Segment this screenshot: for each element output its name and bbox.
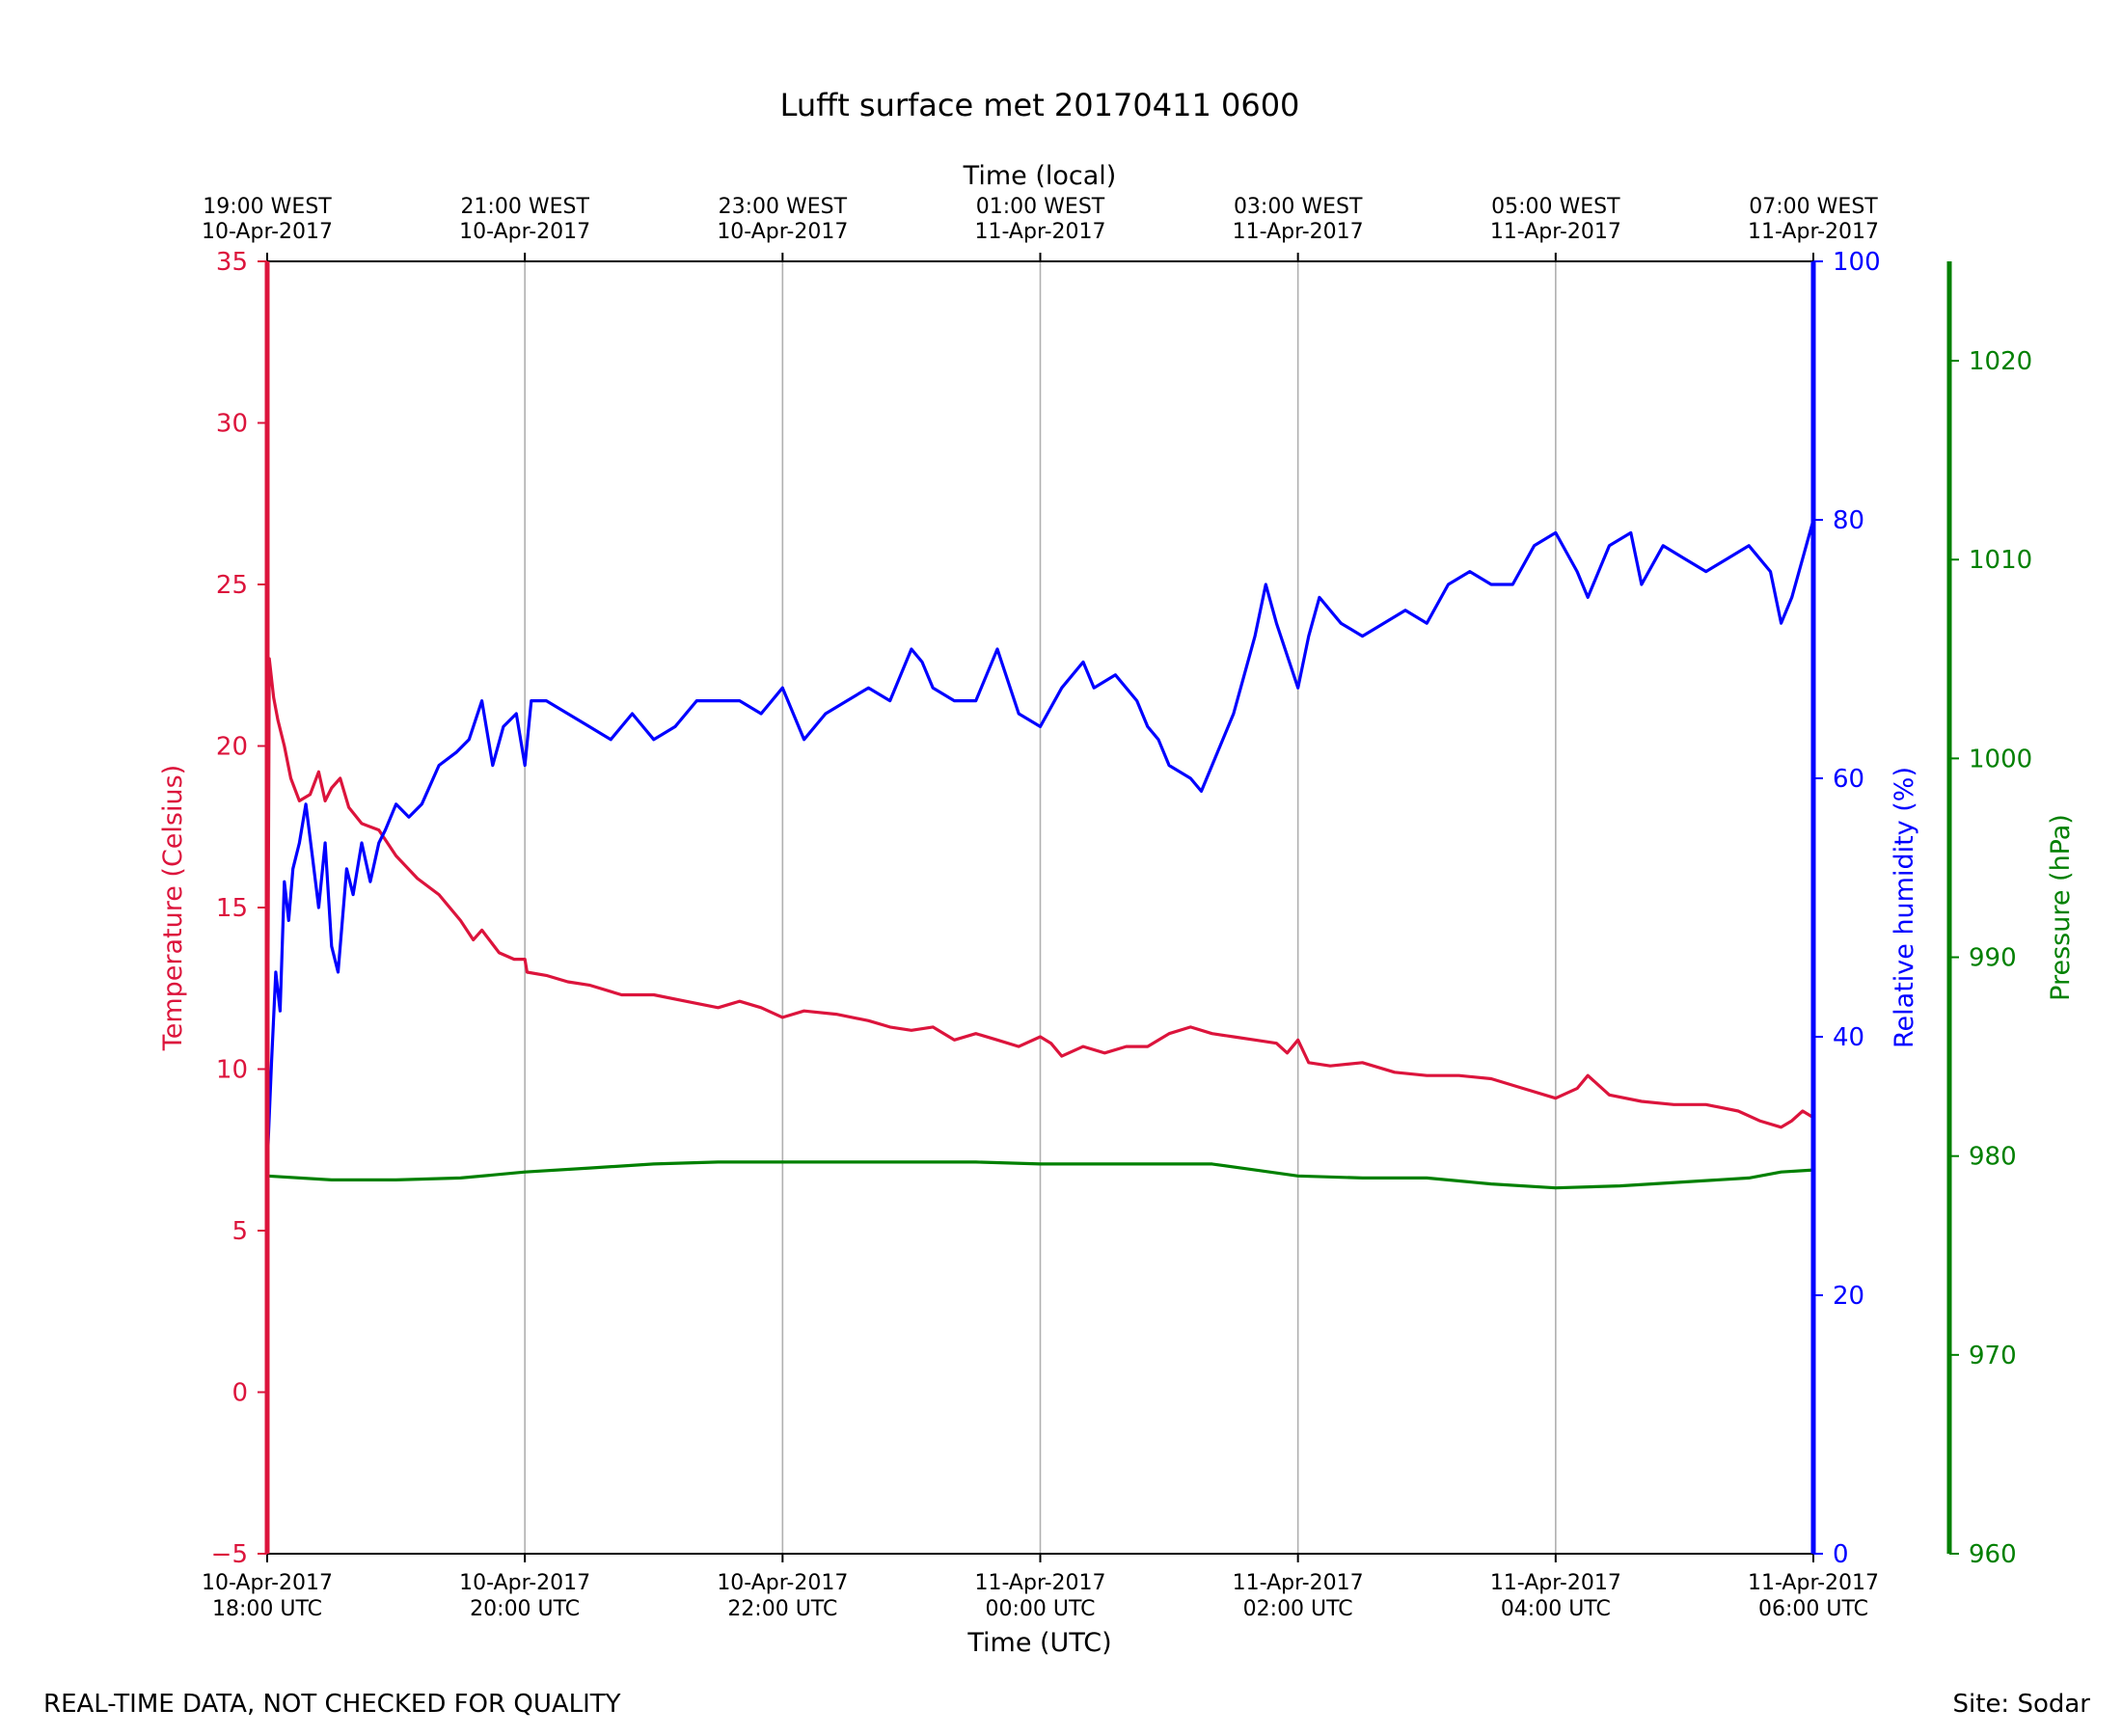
chart-title: Lufft surface met 20170411 0600 [780,87,1300,123]
y-tick-label-rh: 20 [1833,1282,1864,1311]
x-tick-label-bottom: 06:00 UTC [1758,1597,1868,1621]
quality-disclaimer: REAL-TIME DATA, NOT CHECKED FOR QUALITY [43,1690,621,1719]
x-tick-label-top: 01:00 WEST [976,195,1105,219]
x-tick-label-top: 07:00 WEST [1749,195,1878,219]
y-tick-label-rh: 40 [1833,1023,1864,1052]
y-tick-label-rh: 0 [1833,1540,1849,1569]
y-tick-label-pres: 1020 [1969,347,2032,376]
y-tick-label-pres: 1010 [1969,546,2032,575]
y-tick-label-temp: 10 [216,1056,248,1085]
y-tick-label-pres: 1000 [1969,745,2032,773]
series-lines [265,519,1815,1190]
x-axis-label-top: Time (local) [963,161,1117,191]
x-tick-label-top: 05:00 WEST [1491,195,1620,219]
x-tick-label-top: 11-Apr-2017 [1233,220,1364,244]
x-tick-label-bottom: 10-Apr-2017 [202,1571,333,1595]
grid-lines [524,261,1557,1554]
y-axis-label-pres: Pressure (hPa) [2046,814,2076,1001]
x-tick-label-top: 11-Apr-2017 [1748,220,1879,244]
x-tick-label-bottom: 10-Apr-2017 [717,1571,848,1595]
x-tick-label-top: 10-Apr-2017 [202,220,333,244]
x-tick-label-bottom: 00:00 UTC [985,1597,1095,1621]
y-tick-label-temp: 35 [216,248,248,277]
x-tick-label-bottom: 04:00 UTC [1501,1597,1611,1621]
x-tick-label-bottom: 18:00 UTC [212,1597,322,1621]
y-tick-label-rh: 80 [1833,506,1864,535]
y-tick-label-temp: 20 [216,733,248,762]
y-tick-label-rh: 60 [1833,765,1864,794]
y-tick-label-temp: −5 [211,1540,248,1569]
y-tick-label-temp: 25 [216,571,248,600]
x-tick-label-top: 19:00 WEST [203,195,332,219]
x-tick-label-top: 21:00 WEST [460,195,589,219]
y-tick-label-temp: 30 [216,410,248,439]
x-tick-label-top: 11-Apr-2017 [1490,220,1621,244]
y-tick-label-temp: 15 [216,894,248,923]
y-tick-label-temp: 0 [231,1379,248,1408]
x-tick-label-top: 23:00 WEST [719,195,848,219]
x-tick-label-bottom: 11-Apr-2017 [1490,1571,1621,1595]
site-label: Site: Sodar [1953,1690,2091,1719]
x-axis-label-bottom: Time (UTC) [966,1628,1111,1658]
y-tick-label-pres: 990 [1969,944,2017,973]
series-line-rh [265,519,1815,1167]
y-tick-label-pres: 960 [1969,1540,2017,1569]
series-line-temp [265,657,1814,1167]
x-tick-label-top: 10-Apr-2017 [459,220,590,244]
x-tick-label-bottom: 20:00 UTC [470,1597,580,1621]
x-tick-label-top: 10-Apr-2017 [717,220,848,244]
x-tick-label-top: 11-Apr-2017 [974,220,1105,244]
y-axis-label-temp: Temperature (Celsius) [158,765,188,1051]
x-tick-label-top: 03:00 WEST [1234,195,1363,219]
x-tick-label-bottom: 02:00 UTC [1243,1597,1353,1621]
y-tick-label-temp: 5 [231,1217,248,1246]
series-line-pres [266,1160,1814,1190]
y-tick-label-pres: 980 [1969,1143,2017,1172]
x-tick-label-bottom: 11-Apr-2017 [974,1571,1105,1595]
x-tick-label-bottom: 10-Apr-2017 [459,1571,590,1595]
y-tick-label-rh: 100 [1833,248,1881,277]
x-tick-label-bottom: 11-Apr-2017 [1748,1571,1879,1595]
y-tick-label-pres: 970 [1969,1342,2017,1370]
y-axis-label-rh: Relative humidity (%) [1890,767,1919,1048]
x-tick-label-bottom: 22:00 UTC [727,1597,837,1621]
x-tick-label-bottom: 11-Apr-2017 [1233,1571,1364,1595]
